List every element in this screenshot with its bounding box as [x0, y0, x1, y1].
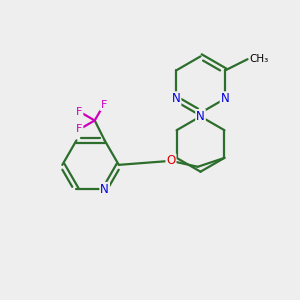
Text: N: N: [196, 110, 205, 123]
Text: N: N: [100, 183, 109, 196]
Text: N: N: [220, 92, 230, 105]
Text: CH₃: CH₃: [249, 54, 268, 64]
Text: F: F: [76, 124, 83, 134]
Text: F: F: [100, 100, 107, 110]
Text: O: O: [166, 154, 176, 167]
Text: N: N: [172, 92, 180, 105]
Text: F: F: [76, 106, 83, 117]
